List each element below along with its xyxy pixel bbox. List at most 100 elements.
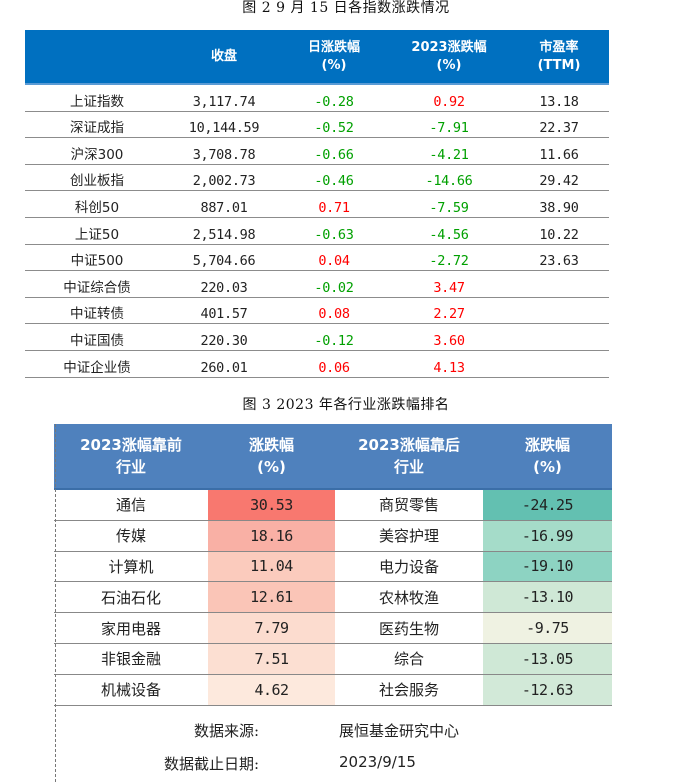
pe-ttm: 10.22 (509, 217, 609, 245)
close-value: 2,002.73 (169, 164, 279, 192)
pe-ttm: 11.66 (509, 137, 609, 165)
pe-ttm (509, 350, 609, 378)
table-row: 上证指数 3,117.74 -0.28 0.92 13.18 (25, 84, 609, 112)
source-value: 展恒基金研究中心 (339, 722, 460, 740)
daily-change: -0.02 (279, 270, 389, 298)
table-row: 家用电器 7.79 医药生物 -9.75 (54, 612, 612, 644)
table-row: 科创50 887.01 0.71 -7.59 38.90 (25, 190, 609, 218)
figure2-caption: 图 2 9 月 15 日各指数涨跌情况 (242, 0, 450, 16)
header-close: 收盘 (169, 30, 279, 85)
pe-ttm: 13.18 (509, 84, 609, 112)
figure3-caption: 图 3 2023 年各行业涨跌幅排名 (242, 397, 450, 413)
daily-change: -0.52 (279, 111, 389, 139)
bottom-change: -9.75 (483, 612, 612, 644)
table-row: 非银金融 7.51 综合 -13.05 (54, 643, 612, 675)
bottom-industry: 商贸零售 (335, 489, 483, 521)
source-label: 数据来源: (193, 722, 259, 740)
header-bottom-industry: 2023涨幅靠后 行业 (335, 424, 483, 490)
daily-change: 0.71 (279, 190, 389, 218)
header-pe-ttm: 市盈率 (TTM) (509, 30, 609, 85)
pe-ttm: 23.63 (509, 244, 609, 272)
top-industry: 家用电器 (54, 612, 208, 644)
index-performance-table: 收盘 日涨跌幅 (%) 2023涨跌幅 (%) 市盈率 (TTM) 上证指数 3,117… (25, 30, 609, 378)
index-name: 中证综合债 (25, 270, 169, 298)
ytd-change: -7.91 (389, 111, 509, 139)
bottom-industry: 医药生物 (335, 612, 483, 644)
daily-change: -0.63 (279, 217, 389, 245)
index-name: 创业板指 (25, 164, 169, 192)
data-source-footer: 数据来源: 展恒基金研究中心 数据截止日期: 2023/9/15 (54, 716, 614, 782)
pe-ttm (509, 270, 609, 298)
bottom-industry: 美容护理 (335, 520, 483, 552)
header-ytd-change: 2023涨跌幅 (%) (389, 30, 509, 85)
header-daily-change: 日涨跌幅 (%) (279, 30, 389, 85)
ytd-change: 3.60 (389, 323, 509, 351)
bottom-industry: 综合 (335, 643, 483, 675)
date-label: 数据截止日期: (163, 755, 259, 773)
table-row: 中证综合债 220.03 -0.02 3.47 (25, 270, 609, 298)
daily-change: 0.08 (279, 297, 389, 325)
index-name: 沪深300 (25, 137, 169, 165)
source-row: 数据来源: 展恒基金研究中心 (54, 716, 614, 749)
table-row: 计算机 11.04 电力设备 -19.10 (54, 551, 612, 583)
bottom-change: -12.63 (483, 674, 612, 706)
bottom-industry: 电力设备 (335, 551, 483, 583)
daily-change: -0.28 (279, 84, 389, 112)
index-name: 中证国债 (25, 323, 169, 351)
close-value: 2,514.98 (169, 217, 279, 245)
ytd-change: -4.56 (389, 217, 509, 245)
table-header-row: 收盘 日涨跌幅 (%) 2023涨跌幅 (%) 市盈率 (TTM) (25, 30, 609, 85)
ytd-change: -2.72 (389, 244, 509, 272)
close-value: 3,708.78 (169, 137, 279, 165)
ytd-change: 0.92 (389, 84, 509, 112)
table-row: 沪深300 3,708.78 -0.66 -4.21 11.66 (25, 137, 609, 165)
close-value: 401.57 (169, 297, 279, 325)
top-change: 11.04 (208, 551, 335, 583)
pe-ttm (509, 323, 609, 351)
top-change: 7.51 (208, 643, 335, 675)
daily-change: 0.04 (279, 244, 389, 272)
index-name: 深证成指 (25, 111, 169, 139)
pe-ttm: 38.90 (509, 190, 609, 218)
close-value: 10,144.59 (169, 111, 279, 139)
index-name: 中证500 (25, 244, 169, 272)
table-row: 创业板指 2,002.73 -0.46 -14.66 29.42 (25, 164, 609, 192)
pe-ttm: 29.42 (509, 164, 609, 192)
close-value: 220.03 (169, 270, 279, 298)
bottom-change: -13.05 (483, 643, 612, 675)
bottom-change: -13.10 (483, 581, 612, 614)
index-name: 上证50 (25, 217, 169, 245)
index-name: 中证企业债 (25, 350, 169, 378)
header-top-industry: 2023涨幅靠前 行业 (54, 424, 208, 490)
daily-change: -0.46 (279, 164, 389, 192)
bottom-change: -19.10 (483, 551, 612, 583)
close-value: 5,704.66 (169, 244, 279, 272)
top-industry: 计算机 (54, 551, 208, 583)
top-industry: 石油石化 (54, 581, 208, 614)
daily-change: -0.66 (279, 137, 389, 165)
table-header-row: 2023涨幅靠前 行业 涨跌幅 (%) 2023涨幅靠后 行业 涨跌幅 (%) (54, 424, 612, 490)
ytd-change: 3.47 (389, 270, 509, 298)
table-row: 通信 30.53 商贸零售 -24.25 (54, 489, 612, 521)
bottom-industry: 农林牧渔 (335, 581, 483, 614)
top-industry: 机械设备 (54, 674, 208, 706)
bottom-industry: 社会服务 (335, 674, 483, 706)
table-row: 机械设备 4.62 社会服务 -12.63 (54, 674, 612, 706)
table-row: 中证500 5,704.66 0.04 -2.72 23.63 (25, 244, 609, 272)
top-change: 18.16 (208, 520, 335, 552)
left-dashed-border (55, 424, 56, 782)
close-value: 220.30 (169, 323, 279, 351)
close-value: 887.01 (169, 190, 279, 218)
close-value: 260.01 (169, 350, 279, 378)
index-name: 科创50 (25, 190, 169, 218)
table-row: 中证企业债 260.01 0.06 4.13 (25, 350, 609, 378)
daily-change: -0.12 (279, 323, 389, 351)
top-change: 7.79 (208, 612, 335, 644)
header-index-name (25, 30, 169, 85)
table-row: 深证成指 10,144.59 -0.52 -7.91 22.37 (25, 111, 609, 139)
table-row: 石油石化 12.61 农林牧渔 -13.10 (54, 581, 612, 614)
ytd-change: 2.27 (389, 297, 509, 325)
top-change: 12.61 (208, 581, 335, 614)
industry-ranking-table: 2023涨幅靠前 行业 涨跌幅 (%) 2023涨幅靠后 行业 涨跌幅 (%) 通信 30… (54, 424, 612, 706)
index-name: 中证转债 (25, 297, 169, 325)
